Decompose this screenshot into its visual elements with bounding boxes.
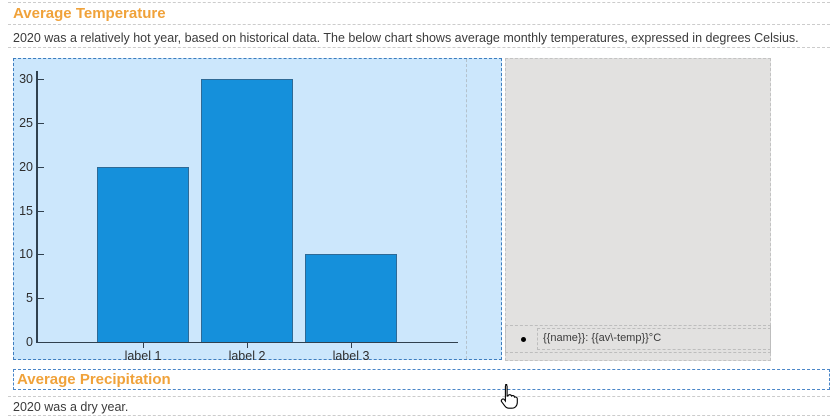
x-axis-category-label: label 1 bbox=[124, 349, 162, 363]
legend-bullet-icon bbox=[521, 337, 526, 342]
chart-x-axis bbox=[36, 342, 458, 343]
y-axis-tick bbox=[36, 342, 44, 343]
block-divider bbox=[8, 415, 830, 416]
y-axis-tick-label: 30 bbox=[19, 72, 33, 86]
x-axis-tick bbox=[143, 343, 144, 348]
bar-label-1[interactable] bbox=[97, 166, 189, 342]
hand-cursor-icon bbox=[500, 384, 518, 409]
bar-chart[interactable]: 0 5 10 15 20 25 30 label 1 label 2 label 3 bbox=[13, 58, 502, 363]
y-axis-tick-label: 15 bbox=[19, 203, 33, 218]
y-axis-tick bbox=[36, 122, 44, 124]
section-heading-precipitation[interactable]: Average Precipitation bbox=[17, 371, 171, 388]
bar-label-3[interactable] bbox=[305, 254, 397, 342]
y-axis-tick bbox=[36, 298, 44, 300]
y-axis-tick-label: 5 bbox=[26, 291, 33, 306]
legend-template-text: {{name}}: {{av\-temp}}°C bbox=[543, 332, 662, 344]
y-axis-tick bbox=[36, 79, 44, 80]
legend-item[interactable]: {{name}}: {{av\-temp}}°C bbox=[505, 325, 771, 353]
paragraph-temperature[interactable]: 2020 was a relatively hot year, based on… bbox=[13, 31, 799, 45]
y-axis-tick-label: 10 bbox=[19, 247, 33, 262]
y-axis-tick bbox=[36, 166, 44, 168]
section-heading-temperature[interactable]: Average Temperature bbox=[13, 5, 166, 22]
legend-template-box[interactable]: {{name}}: {{av\-temp}}°C bbox=[537, 328, 771, 350]
x-axis-tick bbox=[351, 343, 352, 348]
y-axis-tick bbox=[36, 254, 44, 256]
paragraph-precipitation[interactable]: 2020 was a dry year. bbox=[13, 400, 129, 414]
block-divider bbox=[8, 2, 830, 3]
x-axis-tick bbox=[247, 343, 248, 348]
x-axis-category-label: label 2 bbox=[228, 349, 266, 363]
x-axis-category-label: label 3 bbox=[332, 349, 370, 363]
chart-y-axis bbox=[36, 71, 38, 343]
y-axis-tick bbox=[36, 210, 44, 212]
y-axis-tick-label: 0 bbox=[26, 335, 33, 349]
column-guide-line bbox=[466, 59, 467, 359]
block-divider bbox=[8, 396, 830, 397]
block-divider bbox=[8, 24, 830, 25]
block-divider bbox=[8, 47, 830, 48]
y-axis-tick-label: 20 bbox=[19, 159, 33, 174]
chart-legend-panel: {{name}}: {{av\-temp}}°C bbox=[505, 58, 771, 361]
selected-element-outline[interactable]: Average Precipitation bbox=[13, 369, 830, 390]
y-axis-tick-label: 25 bbox=[19, 115, 33, 130]
bar-label-2[interactable] bbox=[201, 79, 293, 342]
